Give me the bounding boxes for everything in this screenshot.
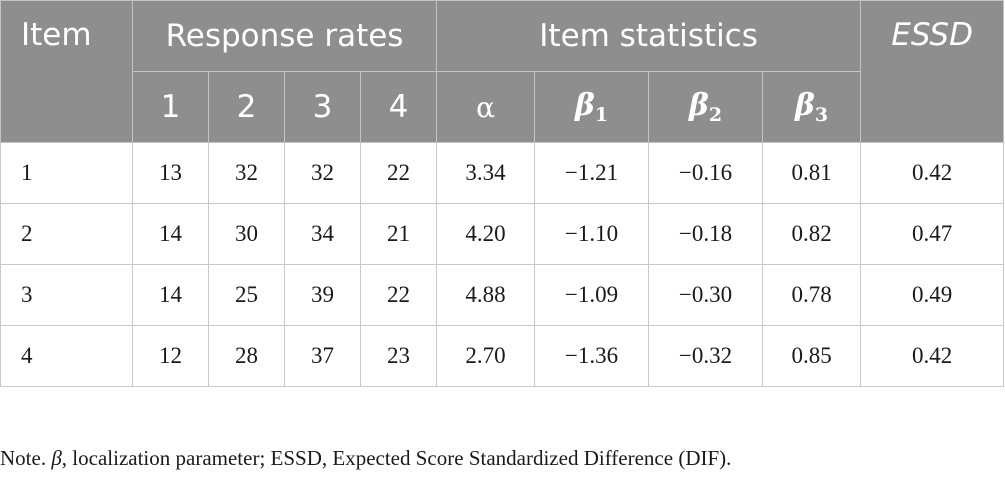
header-item-statistics: Item statistics bbox=[436, 0, 862, 72]
cell-rate: 22 bbox=[359, 142, 438, 204]
cell-rate: 23 bbox=[359, 325, 438, 387]
cell-rate: 12 bbox=[132, 325, 209, 387]
cell-alpha: 4.20 bbox=[436, 203, 536, 265]
cell-beta: 0.81 bbox=[762, 142, 862, 204]
cell-item: 1 bbox=[0, 142, 133, 204]
header-alpha: α bbox=[436, 71, 536, 143]
cell-beta: 0.78 bbox=[762, 264, 862, 326]
cell-rate: 37 bbox=[284, 325, 361, 387]
table-row: 2 14 30 34 21 4.20 −1.10 −0.18 0.82 0.47 bbox=[0, 203, 1005, 265]
note-prefix: Note. bbox=[0, 446, 52, 470]
cell-beta: −0.16 bbox=[648, 142, 764, 204]
header-response-3: 3 bbox=[284, 71, 361, 143]
cell-rate: 30 bbox=[208, 203, 285, 265]
cell-rate: 21 bbox=[359, 203, 438, 265]
cell-essd: 0.42 bbox=[860, 325, 1005, 387]
header-beta-2: β2 bbox=[648, 71, 764, 143]
cell-beta: −0.30 bbox=[648, 264, 764, 326]
header-beta-3: β3 bbox=[762, 71, 862, 143]
cell-beta: 0.85 bbox=[762, 325, 862, 387]
table-header: Item Response rates Item statistics ESSD… bbox=[0, 0, 1005, 143]
header-response-rates: Response rates bbox=[131, 0, 438, 72]
cell-rate: 13 bbox=[132, 142, 209, 204]
cell-item: 3 bbox=[0, 264, 133, 326]
item-statistics-table: Item Response rates Item statistics ESSD… bbox=[0, 0, 1005, 387]
header-response-4: 4 bbox=[359, 71, 438, 143]
cell-item: 2 bbox=[0, 203, 133, 265]
cell-rate: 39 bbox=[284, 264, 361, 326]
cell-essd: 0.42 bbox=[860, 142, 1005, 204]
cell-essd: 0.47 bbox=[860, 203, 1005, 265]
table-row: 1 13 32 32 22 3.34 −1.21 −0.16 0.81 0.42 bbox=[0, 142, 1005, 204]
note-beta-symbol: β bbox=[51, 446, 62, 470]
cell-essd: 0.49 bbox=[860, 264, 1005, 326]
cell-beta: −0.32 bbox=[648, 325, 764, 387]
header-item: Item bbox=[0, 0, 133, 143]
table-body: 1 13 32 32 22 3.34 −1.21 −0.16 0.81 0.42… bbox=[0, 142, 1005, 387]
cell-rate: 28 bbox=[208, 325, 285, 387]
header-response-1: 1 bbox=[132, 71, 209, 143]
note-text: , localization parameter; ESSD, Expected… bbox=[61, 446, 732, 470]
table-row: 3 14 25 39 22 4.88 −1.09 −0.30 0.78 0.49 bbox=[0, 264, 1005, 326]
cell-rate: 25 bbox=[208, 264, 285, 326]
table-row: 4 12 28 37 23 2.70 −1.36 −0.32 0.85 0.42 bbox=[0, 325, 1005, 387]
header-response-2: 2 bbox=[208, 71, 285, 143]
cell-rate: 32 bbox=[284, 142, 361, 204]
cell-alpha: 2.70 bbox=[436, 325, 536, 387]
cell-rate: 32 bbox=[208, 142, 285, 204]
cell-beta: −0.18 bbox=[648, 203, 764, 265]
cell-rate: 22 bbox=[359, 264, 438, 326]
header-beta-1: β1 bbox=[534, 71, 650, 143]
table-note: Note. β, localization parameter; ESSD, E… bbox=[0, 446, 731, 471]
cell-item: 4 bbox=[0, 325, 133, 387]
cell-rate: 14 bbox=[132, 203, 209, 265]
cell-alpha: 4.88 bbox=[436, 264, 536, 326]
cell-beta: −1.21 bbox=[534, 142, 650, 204]
cell-alpha: 3.34 bbox=[436, 142, 536, 204]
cell-rate: 14 bbox=[132, 264, 209, 326]
cell-beta: −1.36 bbox=[534, 325, 650, 387]
header-essd: ESSD bbox=[860, 0, 1005, 143]
cell-beta: 0.82 bbox=[762, 203, 862, 265]
cell-beta: −1.09 bbox=[534, 264, 650, 326]
cell-rate: 34 bbox=[284, 203, 361, 265]
cell-beta: −1.10 bbox=[534, 203, 650, 265]
